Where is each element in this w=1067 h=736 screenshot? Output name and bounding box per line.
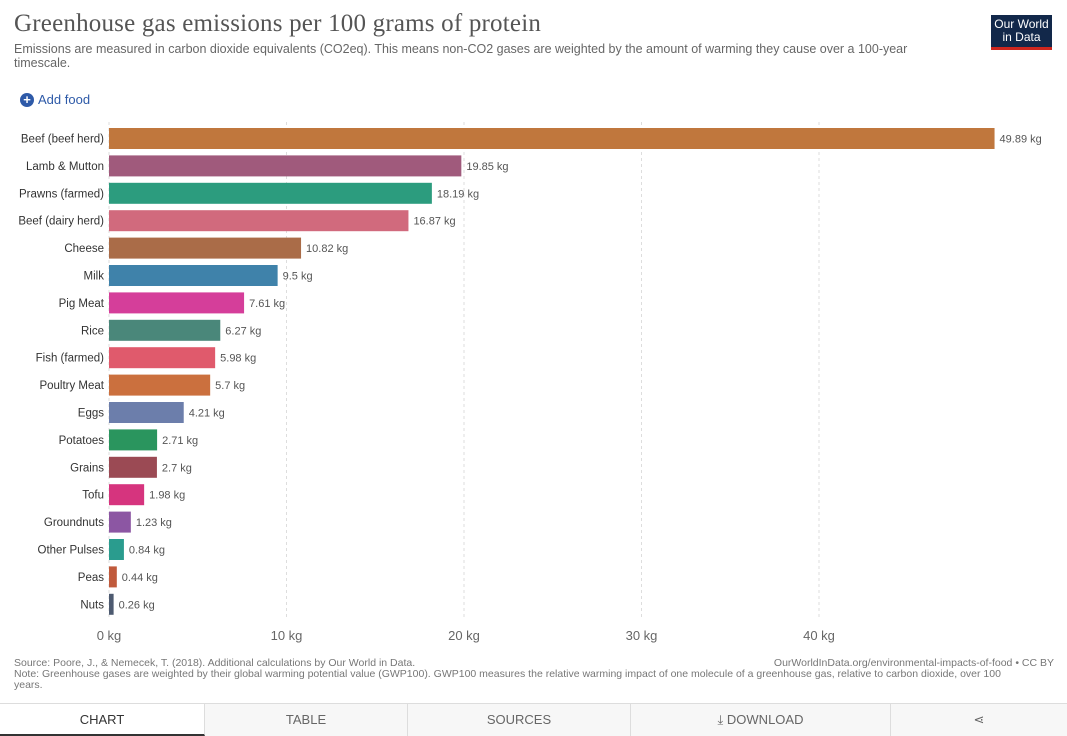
category-label: Milk — [84, 271, 105, 283]
chart-footer: OurWorldInData.org/environmental-impacts… — [14, 658, 1054, 691]
category-label: Potatoes — [59, 435, 105, 447]
share-icon: ⋖ — [973, 712, 985, 727]
bar[interactable] — [109, 402, 184, 423]
share-button[interactable]: ⋖ — [891, 704, 1067, 736]
x-tick-label: 40 kg — [803, 628, 835, 643]
bar[interactable] — [109, 456, 157, 478]
bar[interactable] — [109, 429, 158, 451]
tab-bar: CHART TABLE SOURCES ⤓ DOWNLOAD ⋖ — [0, 703, 1067, 736]
note-text: Note: Greenhouse gases are weighted by t… — [14, 668, 1001, 691]
x-tick-label: 20 kg — [448, 628, 480, 643]
x-tick-label: 10 kg — [271, 628, 303, 643]
category-label: Beef (beef herd) — [21, 134, 104, 146]
bar[interactable] — [109, 292, 245, 314]
value-label: 16.87 kg — [413, 216, 455, 228]
value-label: 7.61 kg — [249, 298, 285, 310]
source-url-link[interactable]: OurWorldInData.org/environmental-impacts… — [773, 657, 1054, 669]
category-label: Groundnuts — [44, 517, 104, 529]
category-label: Prawns (farmed) — [19, 188, 104, 200]
x-tick-label: 30 kg — [626, 628, 658, 643]
bar[interactable] — [109, 237, 302, 259]
value-label: 18.19 kg — [437, 188, 479, 200]
bar[interactable] — [109, 128, 995, 149]
value-label: 49.89 kg — [1000, 134, 1042, 146]
bar[interactable] — [109, 484, 145, 506]
category-label: Poultry Meat — [39, 380, 104, 392]
value-label: 0.26 kg — [119, 599, 155, 611]
bar[interactable] — [109, 566, 117, 588]
value-label: 1.23 kg — [136, 517, 172, 529]
category-label: Cheese — [64, 243, 104, 255]
value-label: 5.7 kg — [215, 380, 245, 392]
value-label: 1.98 kg — [149, 490, 185, 502]
category-label: Fish (farmed) — [36, 353, 105, 365]
category-label: Beef (dairy herd) — [18, 216, 104, 228]
logo-line-1: Our World — [994, 17, 1049, 31]
category-label: Peas — [78, 572, 104, 584]
chart-subtitle: Emissions are measured in carbon dioxide… — [14, 42, 908, 70]
plus-circle-icon: + — [20, 92, 34, 107]
download-icon: ⤓ — [717, 712, 724, 727]
value-label: 5.98 kg — [220, 353, 256, 365]
bar[interactable] — [109, 347, 216, 369]
category-label: Grains — [70, 462, 104, 474]
bar[interactable] — [109, 374, 211, 396]
value-label: 10.82 kg — [306, 243, 348, 255]
value-label: 2.7 kg — [162, 462, 192, 474]
value-label: 19.85 kg — [466, 161, 508, 173]
bar[interactable] — [109, 265, 278, 286]
tab-download[interactable]: ⤓ DOWNLOAD — [631, 704, 891, 736]
bar[interactable] — [109, 210, 409, 232]
bar-chart: Beef (beef herd) 49.89 kg Lamb & Mutton 19.… — [18, 122, 1042, 643]
tab-sources[interactable]: SOURCES — [408, 704, 631, 736]
category-label: Lamb & Mutton — [26, 161, 104, 173]
owid-logo[interactable]: Our World in Data — [991, 15, 1052, 50]
bar[interactable] — [109, 593, 114, 615]
bar[interactable] — [109, 319, 221, 341]
category-label: Rice — [81, 325, 104, 337]
category-label: Tofu — [82, 490, 104, 502]
chart-title: Greenhouse gas emissions per 100 grams o… — [14, 10, 542, 37]
value-label: 0.84 kg — [129, 545, 165, 557]
add-food-label: Add food — [38, 92, 91, 107]
bar[interactable] — [109, 539, 124, 560]
logo-line-2: in Data — [1002, 30, 1041, 44]
value-label: 0.44 kg — [122, 572, 158, 584]
tab-chart[interactable]: CHART — [0, 704, 205, 736]
bar[interactable] — [109, 155, 462, 177]
bar[interactable] — [109, 182, 432, 204]
category-label: Pig Meat — [59, 298, 105, 310]
bar[interactable] — [109, 511, 131, 533]
value-label: 6.27 kg — [225, 325, 261, 337]
source-text: Source: Poore, J., & Nemecek, T. (2018).… — [14, 657, 416, 669]
value-label: 9.5 kg — [283, 271, 313, 283]
category-label: Nuts — [80, 599, 104, 611]
tab-table[interactable]: TABLE — [205, 704, 408, 736]
download-label: DOWNLOAD — [726, 712, 804, 727]
value-label: 4.21 kg — [189, 408, 225, 420]
value-label: 2.71 kg — [162, 435, 198, 447]
category-label: Eggs — [78, 408, 104, 420]
category-label: Other Pulses — [38, 545, 105, 557]
x-tick-label: 0 kg — [97, 628, 122, 643]
add-food-button[interactable]: + Add food — [20, 92, 90, 107]
